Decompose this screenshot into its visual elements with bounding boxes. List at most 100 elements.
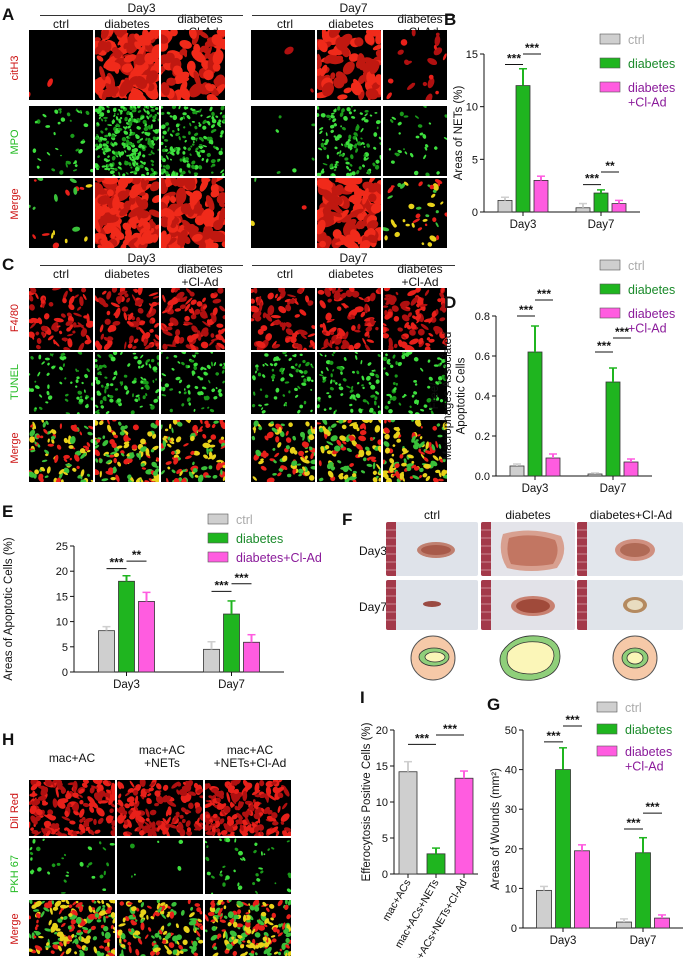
panel-c-tile-r2-c4 <box>251 352 315 414</box>
chart-e-sig-text-4: *** <box>234 571 248 585</box>
chart-i-ytick-label-4: 20 <box>376 725 388 737</box>
chart-d-sig-text-2: *** <box>537 287 551 301</box>
chart-e-ytick-label-1: 5 <box>62 642 68 654</box>
chart-e-xtick-label-1: Day3 <box>113 679 140 691</box>
panel-h-tile-r3-c3 <box>205 900 291 956</box>
panel-c-row-f480: F4/80 <box>9 303 21 333</box>
panel-f-col-ctrl: ctrl <box>424 508 440 522</box>
chart-d-ytick-label-0: 0.0 <box>475 471 490 483</box>
panel-h-tile-r2-c3 <box>205 838 291 894</box>
wound-schematic-clad <box>612 635 658 681</box>
chart-e-legend-label-2: diabetes <box>236 532 283 546</box>
chart-g-y-axis-label: Areas of Wounds (mm²) <box>490 768 502 890</box>
panel-label-e: E <box>2 502 14 521</box>
panel-h-col-mac-ac-nets-clad: mac+AC +NETs+Cl-Ad <box>213 743 287 770</box>
chart-i-ytick-label-2: 10 <box>376 797 388 809</box>
chart-b-ytick-label-1: 5 <box>472 154 478 166</box>
chart-e-bar-s1-c2 <box>203 648 220 673</box>
panel-label-b: B <box>444 10 457 29</box>
panel-a-tile-r2-c5 <box>317 106 381 176</box>
chart-i-ytick-label-0: 0 <box>382 869 388 881</box>
panel-a-tile-r2-c4 <box>251 106 315 176</box>
panel-h-row-merge: Merge <box>9 913 21 945</box>
chart-e-sig-text-2: ** <box>132 548 142 562</box>
panel-c-tile-r1-c6 <box>383 288 447 350</box>
chart-g-sig-text-1: *** <box>546 729 560 743</box>
panel-a-tile-r3-c6 <box>383 178 447 248</box>
panel-c-col-diabetes-d7: diabetes <box>328 267 374 281</box>
chart-d-sig-text-4: *** <box>615 325 629 339</box>
chart-g-bar-s2-c2 <box>635 852 651 929</box>
panel-h-tile-r1-c1 <box>29 780 115 836</box>
chart-e-sig-text-1: *** <box>109 556 123 570</box>
chart-e-bar-s2-c2 <box>223 613 240 673</box>
panel-a-day7-header: Day7 <box>252 1 455 16</box>
chart-e-ytick-label-2: 10 <box>56 617 68 629</box>
chart-d-sig-text-3: *** <box>597 339 611 353</box>
chart-d-bar-s1-c1 <box>509 465 525 477</box>
chart-d-y-axis-label: Free/Macrophages AssociatedApoptotic Cel… <box>429 332 467 461</box>
panel-c-tile-r3-c4 <box>251 420 315 482</box>
chart-d-legend-label-2: diabetes <box>628 283 675 297</box>
chart-i-y-axis-label: Efferocytosis Positive Cells (%) <box>361 722 373 881</box>
panel-f-row-day7: Day7 <box>358 600 387 614</box>
panel-h-tile-r2-c1 <box>29 838 115 894</box>
chart-g-bar-s3-c1 <box>574 850 590 929</box>
panel-c-tile-r2-c2 <box>95 352 159 414</box>
chart-g-legend-label-3: diabetes +Cl-Ad <box>625 745 672 773</box>
panel-h-tile-r1-c3 <box>205 780 291 836</box>
panel-c-col-diabetes: diabetes <box>104 267 150 281</box>
chart-b-ytick-label-0: 0 <box>472 207 478 219</box>
chart-i-sig-text-2: *** <box>443 722 457 736</box>
chart-e-legend-swatch-3 <box>207 551 229 563</box>
chart-d-xtick-label-1: Day3 <box>522 483 549 495</box>
panel-a-tile-r2-c2 <box>95 106 159 176</box>
chart-d-ytick-label-3: 0.6 <box>475 351 490 363</box>
chart-g-legend-swatch-2 <box>596 723 618 735</box>
panel-c-col-diabetes-clad-d7: diabetes +Cl-Ad <box>397 262 443 289</box>
panel-label-g: G <box>487 695 501 714</box>
panel-a-col-diabetes-d7: diabetes <box>328 17 374 31</box>
chart-d-legend-swatch-1 <box>599 259 621 271</box>
panel-f-row-day3: Day3 <box>358 544 387 558</box>
panel-c-tile-r2-c1 <box>29 352 93 414</box>
wound-photo-diabetes-day7 <box>481 580 575 630</box>
chart-e-legend-swatch-1 <box>207 513 229 525</box>
chart-i-ytick-label-3: 15 <box>376 761 388 773</box>
panel-a-tile-r2-c3 <box>161 106 225 176</box>
chart-b-xtick-label-2: Day7 <box>588 219 615 231</box>
chart-g-ytick-label-3: 30 <box>505 804 517 816</box>
panel-a-row-mpo: MPO <box>9 129 21 155</box>
panel-c-col-diabetes-clad: diabetes +Cl-Ad <box>177 262 223 289</box>
chart-e-bar-s2-c1 <box>118 580 135 673</box>
chart-b-legend-label-1: ctrl <box>628 33 645 47</box>
chart-b-bar-s2-c1 <box>515 85 531 213</box>
chart-b-legend-swatch-1 <box>599 33 621 45</box>
panel-c-row-tunel: TUNEL <box>9 363 21 401</box>
chart-b-sig-text-3: *** <box>585 172 599 186</box>
panel-a-tile-r3-c3 <box>161 178 225 248</box>
chart-g-xtick-label-1: Day3 <box>550 935 577 947</box>
panel-a-day3-header: Day3 <box>40 1 243 16</box>
panel-f-col-diabetes: diabetes <box>505 508 551 522</box>
chart-e-y-axis-label: Areas of Apoptotic Cells (%) <box>3 537 15 680</box>
panel-a-tile-r3-c5 <box>317 178 381 248</box>
panel-c-tile-r1-c2 <box>95 288 159 350</box>
chart-g-legend-label-2: diabetes <box>625 723 672 737</box>
chart-g-legend-swatch-3 <box>596 745 618 757</box>
chart-e-bar-s3-c2 <box>243 641 260 673</box>
panel-c-tile-r1-c5 <box>317 288 381 350</box>
panel-c-tile-r3-c1 <box>29 420 93 482</box>
wound-photo-ctrl-day3 <box>386 522 478 576</box>
chart-b-legend-label-3: diabetes +Cl-Ad <box>628 81 675 109</box>
panel-a-col-diabetes: diabetes <box>104 17 150 31</box>
chart-d-legend-label-1: ctrl <box>628 259 645 273</box>
chart-g-bar-s1-c1 <box>536 889 552 929</box>
wound-photo-diabetes-day3 <box>481 522 575 576</box>
panel-h-tile-r2-c2 <box>117 838 203 894</box>
panel-a-tile-r3-c4 <box>251 178 315 248</box>
chart-e-apoptotic-area: 0 5 10 15 20 25 Areas of Apoptotic Cells (%) Da… <box>3 513 322 691</box>
panel-a-tile-r1-c5 <box>317 30 381 100</box>
panel-c-tile-r2-c5 <box>317 352 381 414</box>
chart-b-legend-label-2: diabetes <box>628 57 675 71</box>
